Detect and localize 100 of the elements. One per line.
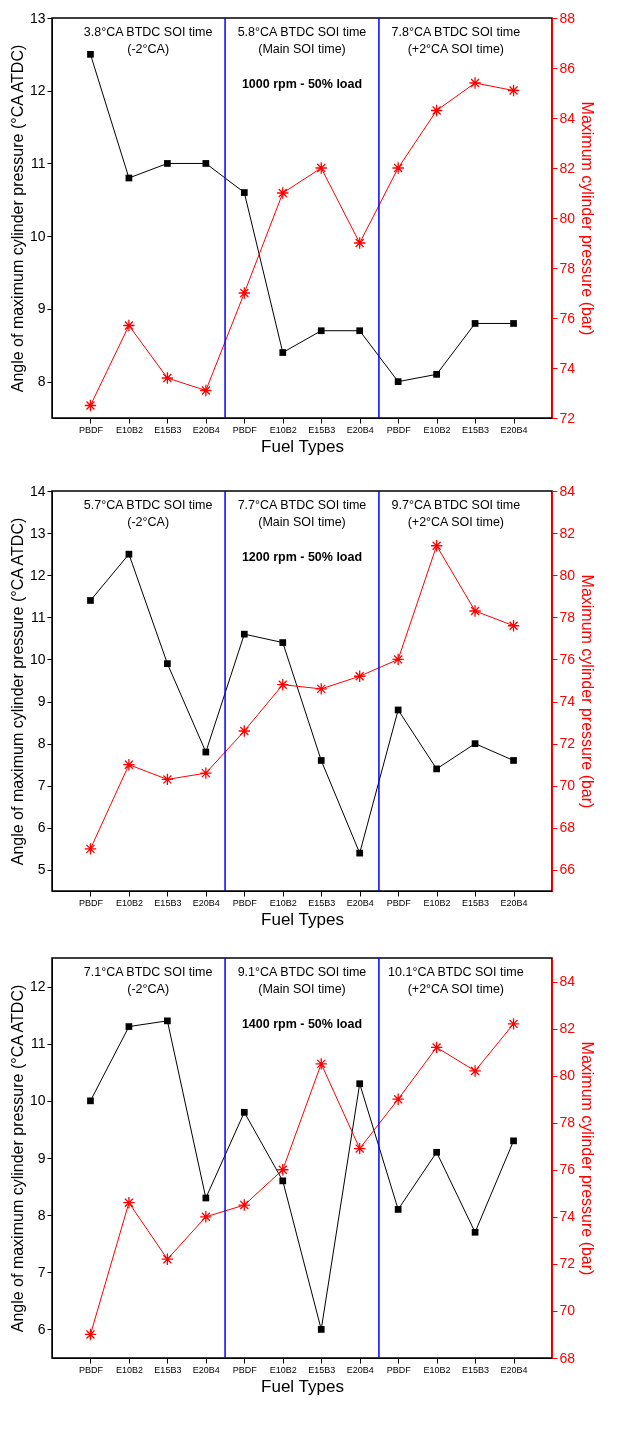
- point: [240, 189, 248, 196]
- point: [353, 236, 367, 250]
- x-tick-label: PBDF: [386, 1364, 412, 1375]
- point: [240, 1108, 248, 1116]
- annotation: 9.7°CA BTDC SOI time (+2°CA SOI time): [391, 498, 521, 529]
- point: [276, 186, 290, 200]
- point: [430, 1041, 443, 1054]
- point: [125, 1023, 133, 1030]
- y2-tick-label: 76: [559, 309, 576, 326]
- point: [199, 766, 213, 780]
- x-axis-title: Fuel Types: [261, 1376, 344, 1396]
- point: [391, 161, 405, 175]
- y-tick-label: 9: [37, 300, 46, 317]
- point: [276, 678, 290, 692]
- annotation: 10.1°CA BTDC SOI time (+2°CA SOI time): [388, 965, 524, 996]
- annotation: 3.8°CA BTDC SOI time (-2°CA): [83, 25, 213, 56]
- point: [430, 104, 443, 117]
- point: [125, 550, 133, 558]
- x-axis-title: Fuel Types: [261, 909, 344, 929]
- y2-tick-label: 84: [559, 973, 576, 990]
- point: [356, 849, 364, 857]
- y-tick-label: 10: [29, 650, 46, 667]
- y2-tick-label: 84: [559, 109, 576, 126]
- point: [433, 765, 440, 773]
- y2-tick-label: 74: [559, 359, 576, 376]
- point: [240, 630, 248, 638]
- y2-tick-label: 68: [559, 819, 576, 836]
- x-axis-title: Fuel Types: [261, 436, 344, 456]
- x-tick-label: E20B4: [500, 1364, 528, 1375]
- point: [164, 1017, 171, 1025]
- point: [510, 1137, 517, 1145]
- x-tick-label: E20B4: [192, 424, 220, 435]
- y-tick-label: 9: [37, 1149, 46, 1166]
- point: [468, 604, 482, 618]
- point: [122, 758, 136, 772]
- y2-tick-label: 72: [559, 735, 576, 752]
- point: [468, 76, 482, 90]
- x-tick-label: E10B2: [269, 1364, 297, 1375]
- annotation: 5.8°CA BTDC SOI time (Main SOI time): [237, 25, 367, 56]
- point: [394, 378, 402, 385]
- annotation: 5.7°CA BTDC SOI time (-2°CA): [83, 498, 213, 529]
- y-tick-label: 9: [37, 693, 46, 710]
- point: [471, 740, 479, 747]
- y2-axis-title: Maximum cylinder pressure (bar): [579, 1041, 597, 1276]
- y-tick-label: 12: [29, 82, 46, 99]
- y-tick-label: 6: [37, 819, 46, 836]
- annotation: 7.8°CA BTDC SOI time (+2°CA SOI time): [391, 25, 521, 56]
- x-tick-label: E15B3: [462, 897, 490, 908]
- point: [87, 597, 94, 604]
- x-tick-label: PBDF: [78, 897, 104, 908]
- point: [391, 1092, 405, 1106]
- y-tick-label: 13: [29, 524, 46, 541]
- point: [237, 724, 251, 738]
- y2-tick-label: 78: [559, 608, 576, 625]
- point: [510, 320, 517, 327]
- annotation: 9.1°CA BTDC SOI time (Main SOI time): [237, 965, 367, 996]
- x-tick-label: E15B3: [308, 424, 336, 435]
- x-tick-label: E15B3: [154, 1364, 182, 1375]
- y-tick-label: 13: [29, 9, 46, 26]
- point: [84, 842, 97, 856]
- x-tick-label: E10B2: [115, 1364, 143, 1375]
- y2-tick-label: 80: [559, 566, 576, 583]
- point: [199, 384, 213, 397]
- x-tick-label: E20B4: [192, 1364, 220, 1375]
- point: [202, 1194, 210, 1202]
- point: [353, 669, 367, 683]
- y2-tick-label: 76: [559, 1161, 576, 1178]
- point: [471, 1228, 479, 1236]
- point: [356, 1080, 364, 1088]
- x-tick-label: E20B4: [192, 897, 220, 908]
- y-tick-label: 7: [37, 1263, 46, 1280]
- y-axis-title: Angle of maximum cylinder pressure (°CA ATDC): [8, 517, 26, 866]
- y2-axis-title: Maximum cylinder pressure (bar): [579, 574, 597, 809]
- point: [87, 51, 94, 58]
- point: [510, 757, 517, 764]
- y2-tick-label: 86: [559, 59, 576, 76]
- y-tick-label: 10: [29, 1092, 46, 1109]
- x-tick-label: E10B2: [115, 897, 143, 908]
- point: [433, 371, 440, 378]
- x-tick-label: E20B4: [346, 897, 374, 908]
- y2-tick-label: 70: [559, 777, 576, 794]
- point: [279, 1177, 287, 1185]
- x-tick-label: PBDF: [232, 424, 258, 435]
- point: [314, 682, 328, 696]
- y-tick-label: 7: [37, 777, 46, 794]
- point: [164, 160, 171, 167]
- x-tick-label: E15B3: [154, 897, 182, 908]
- y2-tick-label: 88: [559, 9, 576, 26]
- x-tick-label: E10B2: [423, 1364, 451, 1375]
- annotation: 1200 rpm - 50% load: [241, 550, 363, 564]
- x-tick-label: PBDF: [386, 897, 412, 908]
- y2-tick-label: 72: [559, 409, 576, 426]
- x-tick-label: E10B2: [423, 897, 451, 908]
- y-tick-label: 14: [29, 482, 46, 499]
- point: [161, 1252, 174, 1266]
- point: [87, 1097, 94, 1105]
- y-tick-label: 12: [29, 566, 46, 583]
- point: [317, 757, 325, 764]
- y-tick-label: 11: [30, 608, 46, 625]
- point: [276, 1163, 290, 1177]
